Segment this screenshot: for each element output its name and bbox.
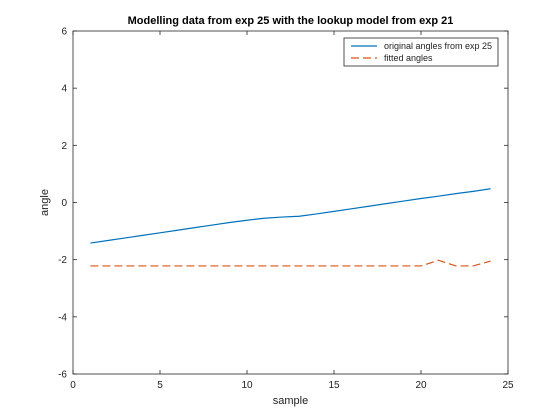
y-tick-label: 4 <box>61 84 67 95</box>
x-tick-label: 0 <box>70 380 76 391</box>
legend-entry-2: fitted angles <box>384 53 433 63</box>
legend: original angles from exp 25 fitted angles <box>343 37 499 67</box>
y-tick-label: 2 <box>61 141 67 152</box>
x-axis-ticks: 0 5 10 15 20 25 <box>70 31 514 391</box>
y-tick-label: 6 <box>61 27 67 38</box>
x-axis-label: sample <box>273 395 308 407</box>
chart-title: Modelling data from exp 25 with the look… <box>128 15 454 27</box>
series-layer <box>90 188 491 267</box>
series-line-2 <box>90 259 491 267</box>
legend-box <box>343 37 499 67</box>
y-tick-label: -4 <box>58 312 67 323</box>
y-tick-label: -2 <box>58 255 67 266</box>
y-tick-label: -6 <box>58 370 67 381</box>
plot-area <box>73 31 508 374</box>
x-tick-label: 10 <box>241 380 253 391</box>
series-line-1 <box>90 188 491 244</box>
y-axis-label: angle <box>39 189 51 216</box>
x-tick-label: 20 <box>415 380 427 391</box>
legend-entry-1: original angles from exp 25 <box>384 41 492 51</box>
y-axis-ticks: -6 -4 -2 0 2 4 6 <box>58 27 508 381</box>
x-tick-label: 15 <box>328 380 340 391</box>
x-tick-label: 5 <box>157 380 163 391</box>
y-tick-label: 0 <box>61 198 67 209</box>
x-tick-label: 25 <box>502 380 514 391</box>
